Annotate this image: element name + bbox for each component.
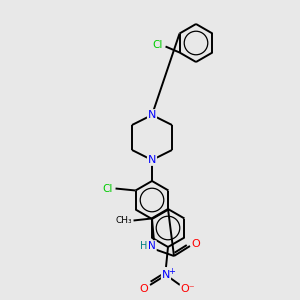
Text: O: O: [192, 239, 200, 249]
Text: O⁻: O⁻: [181, 284, 195, 294]
Text: N: N: [148, 110, 156, 120]
Text: H: H: [140, 241, 148, 251]
Text: N: N: [148, 241, 156, 251]
Text: N: N: [148, 155, 156, 165]
Text: +: +: [169, 266, 176, 275]
Text: Cl: Cl: [152, 40, 163, 50]
Text: N: N: [162, 270, 170, 280]
Text: CH₃: CH₃: [115, 216, 132, 225]
Text: O: O: [140, 284, 148, 294]
Text: Cl: Cl: [102, 184, 113, 194]
